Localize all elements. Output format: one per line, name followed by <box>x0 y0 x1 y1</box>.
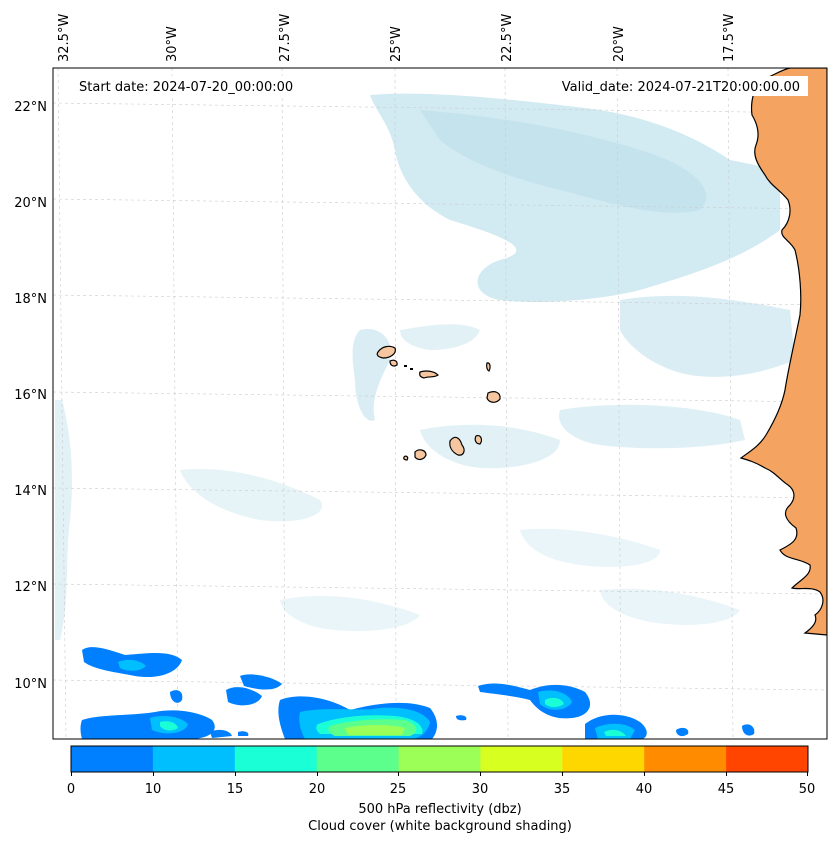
colorbar-swatch-2 <box>234 746 318 772</box>
lat-label-12n: 12°N <box>14 580 47 595</box>
island-santo-antao <box>376 345 396 359</box>
colorbar-swatch-3 <box>316 746 400 772</box>
map-frame <box>52 67 828 740</box>
lon-label-22-5w: 22.5°W <box>500 14 515 62</box>
cb-tick-15: 15 <box>227 782 244 797</box>
island-sal <box>486 362 491 372</box>
colorbar-title: 500 hPa reflectivity (dbz) <box>358 802 521 817</box>
cb-tick-45: 45 <box>718 782 735 797</box>
islet-dots <box>404 365 413 370</box>
lon-label-17-5w: 17.5°W <box>722 14 737 62</box>
lon-label-20w: 20°W <box>612 26 627 62</box>
colorbar-frame <box>70 745 809 773</box>
colorbar-ticks <box>71 772 808 776</box>
lon-label-30w: 30°W <box>165 26 180 62</box>
lat-label-10n: 10°N <box>14 677 47 692</box>
island-fogo <box>414 449 427 461</box>
lon-label-32-5w: 32.5°W <box>57 14 72 62</box>
reflectivity-contours <box>80 647 755 739</box>
valid-date-box <box>538 76 808 96</box>
lon-label-27-5w: 27.5°W <box>278 14 293 62</box>
island-sao-vicente <box>389 359 398 367</box>
colorbar-swatch-8 <box>726 746 809 772</box>
cape-verde-islands <box>376 345 501 461</box>
lat-label-20n: 20°N <box>14 196 47 211</box>
cb-tick-40: 40 <box>636 782 653 797</box>
start-date-label: Start date: 2024-07-20_00:00:00 <box>79 80 293 95</box>
cb-tick-50: 50 <box>799 782 816 797</box>
colorbar-swatch-4 <box>398 746 481 772</box>
cb-tick-25: 25 <box>390 782 407 797</box>
lon-label-25w: 25°W <box>389 26 404 62</box>
cb-tick-0: 0 <box>67 782 75 797</box>
cb-tick-20: 20 <box>309 782 326 797</box>
graticule <box>53 68 827 739</box>
colorbar: 0 10 15 20 25 30 35 40 45 50 500 hPa ref… <box>67 745 815 834</box>
colorbar-swatch-6 <box>562 746 645 772</box>
lat-label-18n: 18°N <box>14 292 47 307</box>
colorbar-subtitle: Cloud cover (white background shading) <box>308 819 572 834</box>
cb-tick-35: 35 <box>554 782 571 797</box>
island-boa-vista <box>486 391 501 403</box>
lat-label-14n: 14°N <box>14 484 47 499</box>
longitude-labels: 32.5°W 30°W 27.5°W 25°W 22.5°W 20°W 17.5… <box>57 14 737 62</box>
colorbar-swatch-5 <box>480 746 563 772</box>
latitude-labels: 22°N 20°N 18°N 16°N 14°N 12°N 10°N <box>14 100 47 692</box>
island-brava <box>403 455 409 461</box>
map-panel: Start date: 2024-07-20_00:00:00 Valid_da… <box>53 68 827 739</box>
island-santiago <box>449 436 465 456</box>
start-date-box <box>72 76 370 96</box>
valid-date-label: Valid_date: 2024-07-21T20:00:00.00 <box>562 80 800 95</box>
colorbar-swatch-7 <box>644 746 727 772</box>
africa-land <box>739 68 827 636</box>
colorbar-tick-labels: 0 10 15 20 25 30 35 40 45 50 <box>67 782 815 797</box>
cb-tick-30: 30 <box>472 782 489 797</box>
island-sao-nicolau <box>419 370 439 379</box>
lat-label-22n: 22°N <box>14 100 47 115</box>
lat-label-16n: 16°N <box>14 388 47 403</box>
colorbar-swatch-1 <box>152 746 236 772</box>
island-maio <box>474 435 482 445</box>
cb-tick-10: 10 <box>145 782 162 797</box>
colorbar-swatches <box>71 746 809 772</box>
colorbar-swatch-0 <box>71 746 154 772</box>
